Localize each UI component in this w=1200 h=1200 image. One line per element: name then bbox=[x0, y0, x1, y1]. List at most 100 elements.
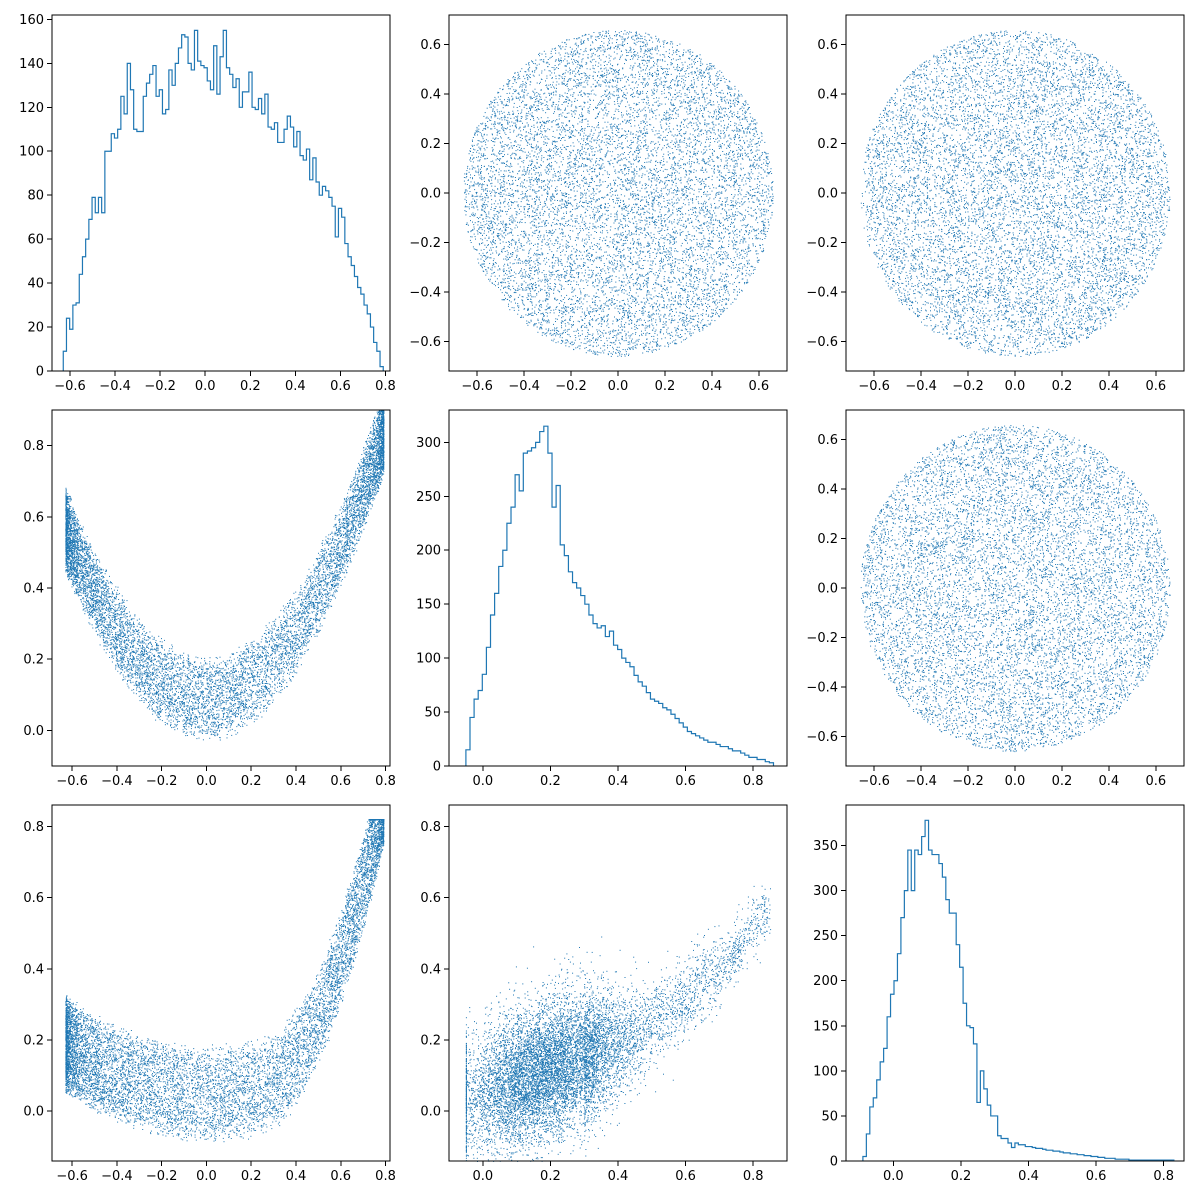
scatter-point bbox=[738, 185, 739, 186]
scatter-point bbox=[741, 190, 742, 191]
scatter-point bbox=[605, 304, 606, 305]
scatter-point bbox=[507, 257, 508, 258]
scatter-point bbox=[614, 317, 615, 318]
scatter-point bbox=[696, 226, 697, 227]
scatter-point bbox=[707, 73, 708, 74]
scatter-point bbox=[497, 180, 498, 181]
scatter-point bbox=[556, 151, 557, 152]
scatter-point bbox=[517, 212, 518, 213]
scatter-point bbox=[557, 130, 558, 131]
scatter-point bbox=[629, 205, 630, 206]
scatter-point bbox=[695, 249, 696, 250]
scatter-point bbox=[686, 277, 687, 278]
scatter-point bbox=[575, 209, 576, 210]
scatter-point bbox=[616, 148, 617, 149]
scatter-point bbox=[610, 127, 611, 128]
scatter-point bbox=[498, 213, 499, 214]
scatter-point bbox=[488, 279, 489, 280]
scatter-point bbox=[554, 88, 555, 89]
scatter-point bbox=[596, 143, 597, 144]
scatter-point bbox=[733, 292, 734, 293]
scatter-point bbox=[632, 77, 633, 78]
scatter-point bbox=[603, 282, 604, 283]
scatter-point bbox=[637, 273, 638, 274]
scatter-point bbox=[683, 317, 684, 318]
scatter-point bbox=[648, 347, 649, 348]
scatter-point bbox=[664, 239, 665, 240]
scatter-point bbox=[686, 235, 687, 236]
scatter-point bbox=[647, 243, 648, 244]
scatter-point bbox=[473, 137, 474, 138]
scatter-point bbox=[703, 298, 704, 299]
scatter-point bbox=[523, 276, 524, 277]
scatter-point bbox=[551, 93, 552, 94]
scatter-point bbox=[670, 94, 671, 95]
scatter-point bbox=[512, 307, 513, 308]
scatter-point bbox=[738, 125, 739, 126]
scatter-point bbox=[592, 41, 593, 42]
scatter-point bbox=[553, 67, 554, 68]
scatter-point bbox=[667, 260, 668, 261]
scatter-point bbox=[635, 345, 636, 346]
scatter-point bbox=[521, 182, 522, 183]
scatter-point bbox=[517, 247, 518, 248]
scatter-point bbox=[534, 198, 535, 199]
scatter-point bbox=[581, 165, 582, 166]
scatter-point bbox=[634, 87, 635, 88]
scatter-point bbox=[594, 260, 595, 261]
scatter-point bbox=[537, 259, 538, 260]
scatter-point bbox=[514, 81, 515, 82]
scatter-point bbox=[522, 191, 523, 192]
scatter-point bbox=[718, 78, 719, 79]
y-tick-label: 80 bbox=[27, 189, 44, 204]
scatter-point bbox=[645, 256, 646, 257]
scatter-point bbox=[716, 308, 717, 309]
scatter-point bbox=[726, 153, 727, 154]
scatter-point bbox=[624, 340, 625, 341]
scatter-point bbox=[622, 173, 623, 174]
scatter-point bbox=[628, 218, 629, 219]
scatter-point bbox=[678, 279, 679, 280]
scatter-point bbox=[649, 222, 650, 223]
scatter-point bbox=[658, 171, 659, 172]
scatter-point bbox=[558, 176, 559, 177]
scatter-point bbox=[678, 210, 679, 211]
scatter-point bbox=[577, 300, 578, 301]
scatter-point bbox=[586, 182, 587, 183]
scatter-point bbox=[691, 250, 692, 251]
scatter-point bbox=[599, 244, 600, 245]
scatter-point bbox=[474, 168, 475, 169]
scatter-point bbox=[754, 230, 755, 231]
scatter-point bbox=[604, 270, 605, 271]
scatter-point bbox=[667, 304, 668, 305]
scatter-point bbox=[600, 47, 601, 48]
scatter-point bbox=[671, 74, 672, 75]
scatter-point bbox=[509, 147, 510, 148]
scatter-point bbox=[725, 165, 726, 166]
scatter-point bbox=[526, 200, 527, 201]
scatter-point bbox=[732, 302, 733, 303]
scatter-point bbox=[734, 172, 735, 173]
scatter-point bbox=[633, 247, 634, 248]
scatter-point bbox=[595, 305, 596, 306]
scatter-point bbox=[491, 270, 492, 271]
scatter-point bbox=[714, 68, 715, 69]
scatter-point bbox=[610, 151, 611, 152]
scatter-point bbox=[697, 71, 698, 72]
scatter-point bbox=[534, 267, 535, 268]
scatter-point bbox=[738, 147, 739, 148]
scatter-point bbox=[488, 180, 489, 181]
scatter-point bbox=[698, 322, 699, 323]
scatter-point bbox=[572, 270, 573, 271]
scatter-point bbox=[742, 267, 743, 268]
scatter-point bbox=[494, 219, 495, 220]
scatter-point bbox=[701, 73, 702, 74]
scatter-point bbox=[673, 231, 674, 232]
y-tick-label: 20 bbox=[27, 321, 44, 336]
scatter-point bbox=[496, 252, 497, 253]
scatter-point bbox=[496, 156, 497, 157]
scatter-point bbox=[629, 342, 630, 343]
scatter-point bbox=[599, 239, 600, 240]
scatter-point bbox=[534, 70, 535, 71]
